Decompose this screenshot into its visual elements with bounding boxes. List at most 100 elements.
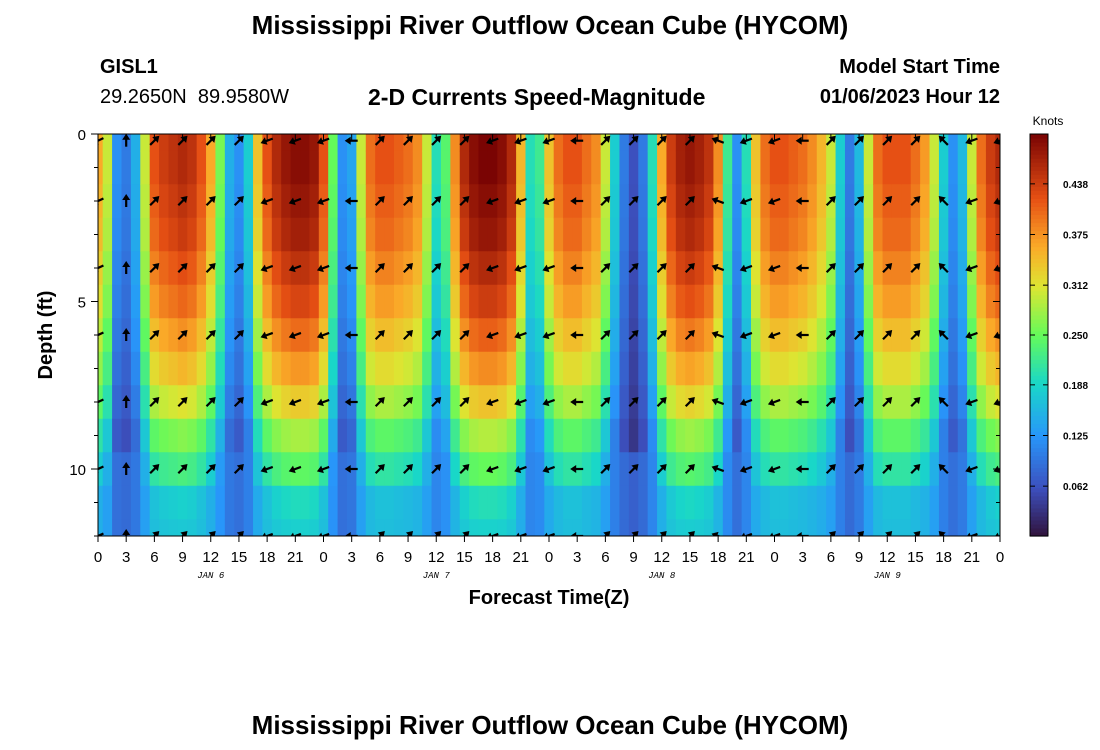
current-arrow xyxy=(233,330,244,341)
heatmap-cell xyxy=(98,184,104,219)
current-arrow xyxy=(403,330,414,341)
heatmap-cell xyxy=(300,452,311,487)
heatmap-cell xyxy=(177,485,188,520)
date-label: JAN 8 xyxy=(648,571,676,581)
heatmap-cell xyxy=(675,519,686,536)
colorbar-swatch xyxy=(1030,399,1048,404)
heatmap-cell xyxy=(704,385,715,420)
heatmap-cell xyxy=(826,150,837,185)
colorbar-swatch xyxy=(1030,194,1048,199)
colorbar-swatch xyxy=(1030,455,1048,461)
heatmap-cell xyxy=(196,485,207,520)
heatmap-cell xyxy=(769,519,780,536)
heatmap-cell xyxy=(901,184,912,219)
heatmap-cell xyxy=(525,318,536,353)
colorbar-swatch xyxy=(1030,306,1048,312)
heatmap-cell xyxy=(854,217,865,252)
heatmap-cell xyxy=(553,418,564,453)
x-tick-label: 3 xyxy=(799,549,807,566)
heatmap-cell xyxy=(337,251,348,286)
heatmap-cell xyxy=(638,418,649,453)
current-arrow xyxy=(910,263,921,274)
heatmap-cell xyxy=(985,485,996,520)
heatmap-cell xyxy=(797,284,808,319)
heatmap-cell xyxy=(271,217,282,252)
heatmap-cell xyxy=(534,184,545,219)
heatmap-cell xyxy=(168,184,179,219)
heatmap-cell xyxy=(957,385,968,420)
current-arrow xyxy=(122,261,131,274)
heatmap-cell xyxy=(610,485,621,520)
heatmap-cell xyxy=(995,519,1000,536)
heatmap-cell xyxy=(807,284,818,319)
current-arrow xyxy=(486,197,499,206)
heatmap-cell xyxy=(581,217,592,252)
current-arrow xyxy=(854,397,865,408)
heatmap-cell xyxy=(901,519,912,536)
heatmap-cell xyxy=(863,351,874,386)
heatmap-cell xyxy=(704,318,715,353)
current-arrow xyxy=(177,531,188,536)
heatmap-cell xyxy=(365,184,376,219)
current-arrow xyxy=(98,137,104,145)
colorbar-swatch xyxy=(1030,174,1048,179)
heatmap-cell xyxy=(243,184,254,219)
colorbar-swatch xyxy=(1030,407,1048,412)
heatmap-cell xyxy=(948,418,959,453)
colorbar-swatch xyxy=(1030,515,1048,521)
heatmap-cell xyxy=(666,184,677,219)
heatmap-cell xyxy=(281,485,292,520)
heatmap-cell xyxy=(159,184,170,219)
heatmap-cell xyxy=(976,385,987,420)
heatmap-cell xyxy=(713,284,724,319)
current-arrow xyxy=(767,331,781,340)
heatmap-cell xyxy=(797,351,808,386)
heatmap-cell xyxy=(177,284,188,319)
current-arrow xyxy=(98,398,104,407)
heatmap-cell xyxy=(525,217,536,252)
current-arrow xyxy=(938,531,949,536)
heatmap-cell xyxy=(619,418,630,453)
heatmap-cell xyxy=(356,452,367,487)
heatmap-cell xyxy=(619,134,630,152)
heatmap-cell xyxy=(469,452,480,487)
heatmap-cell xyxy=(300,485,311,520)
colorbar-swatch xyxy=(1030,367,1048,372)
heatmap-cell xyxy=(704,251,715,286)
heatmap-cell xyxy=(356,150,367,185)
current-arrow xyxy=(656,196,667,207)
current-arrow xyxy=(938,464,949,475)
heatmap-cell xyxy=(459,284,470,319)
heatmap-cell xyxy=(751,134,762,152)
heatmap-cell xyxy=(234,351,245,386)
heatmap-cell xyxy=(102,485,113,520)
heatmap-cell xyxy=(365,217,376,252)
colorbar-tick-label: 0.125 xyxy=(1063,432,1088,443)
current-arrow xyxy=(711,464,725,473)
heatmap-cell xyxy=(826,519,837,536)
colorbar-swatch xyxy=(1030,258,1048,264)
heatmap-cell xyxy=(112,452,123,487)
heatmap-cell xyxy=(713,485,724,520)
heatmap-cell xyxy=(459,485,470,520)
heatmap-cell xyxy=(459,418,470,453)
heatmap-cell xyxy=(271,452,282,487)
heatmap-cell xyxy=(215,184,226,219)
heatmap-cell xyxy=(816,452,827,487)
current-arrow xyxy=(795,532,809,536)
current-arrow xyxy=(825,196,836,207)
heatmap-cell xyxy=(891,284,902,319)
heatmap-cell xyxy=(751,351,762,386)
heatmap-cell xyxy=(929,351,940,386)
heatmap-cell xyxy=(854,485,865,520)
heatmap-cell xyxy=(281,150,292,185)
heatmap-cell xyxy=(478,284,489,319)
current-arrow xyxy=(795,264,809,272)
heatmap-cell xyxy=(741,519,752,536)
colorbar-swatch xyxy=(1030,218,1048,224)
heatmap-cell xyxy=(168,150,179,185)
heatmap-cell xyxy=(309,318,320,353)
heatmap-cell xyxy=(694,150,705,185)
colorbar-swatch xyxy=(1030,310,1048,316)
heatmap-cell xyxy=(384,519,395,536)
